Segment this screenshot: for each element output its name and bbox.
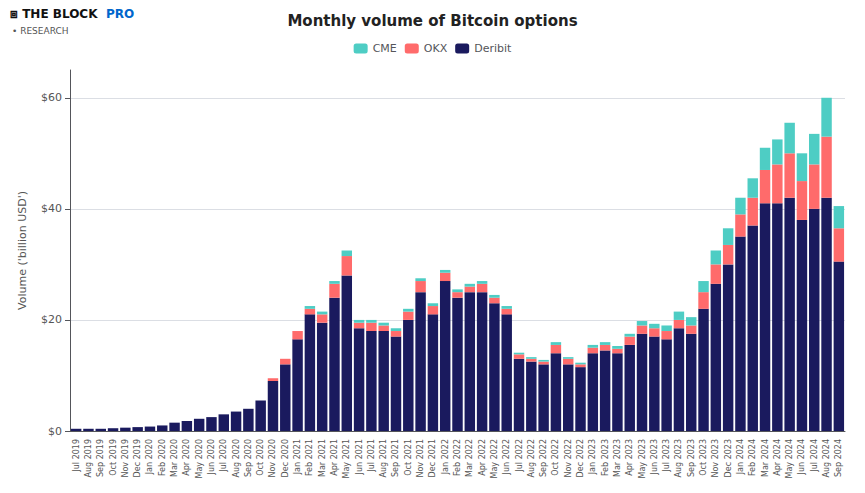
svg-text:Jul 2024: Jul 2024 [810,439,819,473]
svg-text:Apr 2021: Apr 2021 [330,439,339,476]
svg-text:Jan 2020: Jan 2020 [145,439,154,475]
svg-text:Oct 2023: Oct 2023 [699,439,708,476]
svg-text:Nov 2020: Nov 2020 [268,439,277,478]
svg-text:• RESEARCH: • RESEARCH [12,26,69,36]
svg-text:Jul 2019: Jul 2019 [72,439,81,473]
svg-text:Oct 2020: Oct 2020 [256,439,265,476]
svg-text:Mar 2022: Mar 2022 [465,439,474,477]
svg-text:Jan 2023: Jan 2023 [588,439,597,475]
svg-text:Dec 2023: Dec 2023 [724,439,733,477]
svg-text:Jul 2022: Jul 2022 [515,439,524,473]
svg-text:Dec 2021: Dec 2021 [428,439,437,477]
svg-text:Aug 2021: Aug 2021 [379,439,388,478]
svg-text:PRO: PRO [106,7,134,21]
svg-text:Jun 2024: Jun 2024 [797,439,806,475]
svg-text:Mar 2020: Mar 2020 [170,439,179,477]
svg-text:Jun 2021: Jun 2021 [355,439,364,475]
svg-text:May 2023: May 2023 [638,439,647,478]
svg-text:Dec 2020: Dec 2020 [281,439,290,477]
svg-text:Aug 2024: Aug 2024 [822,439,831,478]
svg-text:Dec 2022: Dec 2022 [576,439,585,477]
svg-text:Mar 2021: Mar 2021 [318,439,327,477]
svg-text:Jul 2020: Jul 2020 [219,439,228,473]
svg-text:Nov 2021: Nov 2021 [416,439,425,478]
svg-text:Mar 2024: Mar 2024 [761,439,770,477]
svg-text:May 2020: May 2020 [195,439,204,478]
svg-text:Feb 2022: Feb 2022 [453,439,462,476]
svg-text:$40: $40 [41,202,62,215]
svg-text:Oct 2021: Oct 2021 [404,439,413,476]
svg-text:Sep 2020: Sep 2020 [244,439,253,477]
svg-text:Dec 2019: Dec 2019 [133,439,142,477]
svg-text:Mar 2023: Mar 2023 [613,439,622,477]
svg-text:Volume ('billion USD'): Volume ('billion USD') [16,191,29,310]
svg-text:$0: $0 [48,425,62,438]
svg-text:⧈ THE BLOCK: ⧈ THE BLOCK [10,7,98,21]
svg-text:Deribit: Deribit [474,42,512,55]
svg-text:May 2024: May 2024 [785,439,794,478]
svg-text:$60: $60 [41,91,62,104]
svg-text:Jun 2022: Jun 2022 [502,439,511,475]
svg-text:May 2021: May 2021 [342,439,351,478]
svg-text:Apr 2023: Apr 2023 [625,439,634,476]
svg-text:Sep 2019: Sep 2019 [96,439,105,477]
svg-text:Oct 2022: Oct 2022 [551,439,560,476]
svg-text:Feb 2023: Feb 2023 [601,439,610,476]
svg-text:Monthly volume of Bitcoin opti: Monthly volume of Bitcoin options [287,12,577,30]
svg-text:Jan 2022: Jan 2022 [441,439,450,475]
svg-text:Nov 2022: Nov 2022 [564,439,573,478]
svg-text:Jul 2023: Jul 2023 [662,439,671,473]
svg-text:Oct 2019: Oct 2019 [109,439,118,476]
svg-text:CME: CME [373,42,397,55]
svg-text:Feb 2021: Feb 2021 [305,439,314,476]
svg-text:Sep 2021: Sep 2021 [391,439,400,477]
svg-text:May 2022: May 2022 [490,439,499,478]
svg-text:Aug 2023: Aug 2023 [674,439,683,478]
svg-text:Sep 2023: Sep 2023 [687,439,696,477]
svg-text:Apr 2020: Apr 2020 [182,439,191,476]
svg-text:Aug 2019: Aug 2019 [84,439,93,478]
svg-text:Aug 2020: Aug 2020 [232,439,241,478]
svg-text:Nov 2023: Nov 2023 [711,439,720,478]
svg-text:Jul 2021: Jul 2021 [367,439,376,473]
svg-text:OKX: OKX [424,42,448,55]
svg-text:Jun 2020: Jun 2020 [207,439,216,475]
svg-text:Jan 2024: Jan 2024 [736,439,745,475]
svg-text:$20: $20 [41,313,62,326]
svg-text:Aug 2022: Aug 2022 [527,439,536,478]
svg-text:Sep 2024: Sep 2024 [834,439,843,477]
svg-text:Feb 2024: Feb 2024 [748,439,757,476]
svg-text:Apr 2022: Apr 2022 [478,439,487,476]
svg-text:Jun 2023: Jun 2023 [650,439,659,475]
svg-text:Nov 2019: Nov 2019 [121,439,130,478]
svg-text:Feb 2020: Feb 2020 [158,439,167,476]
svg-text:Apr 2024: Apr 2024 [773,439,782,476]
svg-text:Sep 2022: Sep 2022 [539,439,548,477]
svg-text:Jan 2021: Jan 2021 [293,439,302,475]
